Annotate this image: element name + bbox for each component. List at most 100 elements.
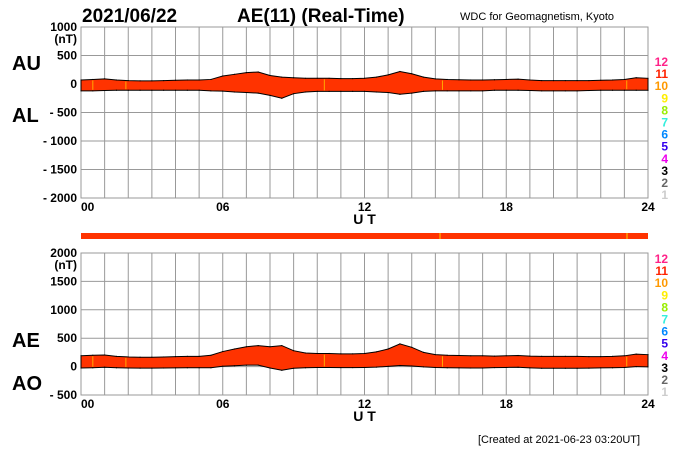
data-point-ao [623, 366, 625, 369]
x-axis-label: U T [353, 408, 376, 424]
data-point-au [222, 75, 224, 77]
x-tick-label: 12 [358, 397, 372, 411]
data-point-ae [127, 356, 129, 358]
data-point-al [163, 89, 165, 91]
data-point-al [127, 89, 129, 91]
data-point-al [411, 92, 413, 94]
data-point-au [552, 79, 555, 82]
data-point-ao [611, 367, 614, 369]
data-point-au [541, 79, 543, 82]
data-point-al [352, 90, 354, 93]
data-point-ae [552, 355, 555, 357]
data-point-ae [446, 354, 448, 356]
source-label: WDC for Geomagnetism, Kyoto [460, 11, 614, 23]
series-label-au: AU [12, 53, 41, 75]
created-timestamp: [Created at 2021-06-23 03:20UT] [478, 434, 640, 446]
data-point-ao [115, 367, 118, 369]
data-point-ao [411, 365, 413, 367]
data-point-ae [210, 354, 212, 356]
station-count-legend-10: 10 [655, 276, 669, 290]
data-point-ao [340, 366, 342, 369]
station-count-legend-11: 11 [655, 67, 668, 81]
data-point-au [139, 80, 141, 82]
data-point-al [434, 90, 436, 92]
data-point-au [529, 79, 531, 81]
station-count-legend-6: 6 [661, 325, 668, 339]
data-point-au [458, 79, 460, 81]
data-point-au [564, 79, 566, 82]
data-point-al [186, 89, 188, 91]
data-point-ao [80, 367, 82, 369]
data-point-al [564, 90, 566, 92]
station-count-legend-2: 2 [661, 176, 668, 190]
data-point-ao [163, 367, 165, 369]
data-point-al [529, 89, 531, 92]
y-tick-label: 2000 [50, 246, 77, 260]
station-count-legend-1: 1 [661, 188, 668, 202]
data-point-au [399, 70, 401, 73]
data-point-ao [505, 366, 507, 369]
data-point-al [422, 90, 425, 93]
data-point-ae [115, 355, 118, 357]
data-point-ae [517, 354, 519, 357]
data-point-au [80, 79, 82, 81]
data-point-ao [635, 366, 637, 368]
data-point-au [363, 77, 366, 79]
data-point-al [281, 97, 283, 99]
series-label-ao: AO [12, 373, 42, 395]
data-point-ae [363, 352, 366, 355]
x-tick-label: 00 [81, 200, 95, 214]
data-point-ae [635, 353, 637, 355]
data-point-au [174, 79, 177, 81]
station-count-legend-3: 3 [661, 164, 668, 178]
x-tick-label: 18 [500, 397, 514, 411]
data-point-au [623, 78, 625, 81]
data-point-al [210, 90, 212, 92]
data-point-au [163, 79, 165, 82]
data-point-ao [269, 367, 271, 369]
data-point-ae [647, 354, 649, 356]
data-point-au [304, 77, 307, 79]
x-tick-label: 06 [216, 397, 230, 411]
station-count-legend-1: 1 [661, 385, 668, 399]
station-count-legend-4: 4 [661, 349, 668, 363]
data-point-ao [422, 366, 425, 368]
data-point-ae [281, 344, 283, 347]
data-point-al [600, 89, 602, 91]
data-point-al [233, 91, 236, 93]
station-count-legend-5: 5 [661, 337, 668, 351]
data-point-ae [293, 350, 295, 352]
data-point-ae [151, 356, 153, 358]
data-point-al [470, 90, 472, 92]
data-point-al [340, 90, 342, 93]
data-point-au [576, 79, 578, 82]
series-label-al: AL [12, 105, 39, 127]
data-point-au [281, 76, 283, 78]
data-point-ae [245, 346, 247, 348]
data-point-al [198, 89, 200, 91]
data-point-al [328, 90, 330, 93]
data-point-al [611, 89, 614, 91]
data-point-au [293, 77, 295, 79]
data-point-ao [151, 367, 153, 369]
data-point-ao [281, 369, 283, 371]
data-point-ao [352, 366, 354, 369]
data-point-al [505, 89, 507, 91]
data-point-ao [529, 367, 531, 369]
data-point-al [517, 89, 519, 91]
y-tick-label: 0 [70, 360, 77, 374]
data-point-al [245, 91, 247, 94]
data-point-ae [304, 352, 307, 354]
data-point-ae [493, 355, 496, 357]
station-count-legend-9: 9 [661, 288, 668, 302]
station-count-legend-12: 12 [655, 252, 669, 266]
data-point-ae [328, 352, 330, 355]
data-point-ae [174, 356, 177, 358]
data-point-ao [104, 366, 106, 368]
data-point-au [600, 79, 602, 81]
data-point-ao [316, 366, 318, 369]
data-point-ae [422, 351, 425, 353]
x-tick-label: 24 [641, 200, 655, 214]
